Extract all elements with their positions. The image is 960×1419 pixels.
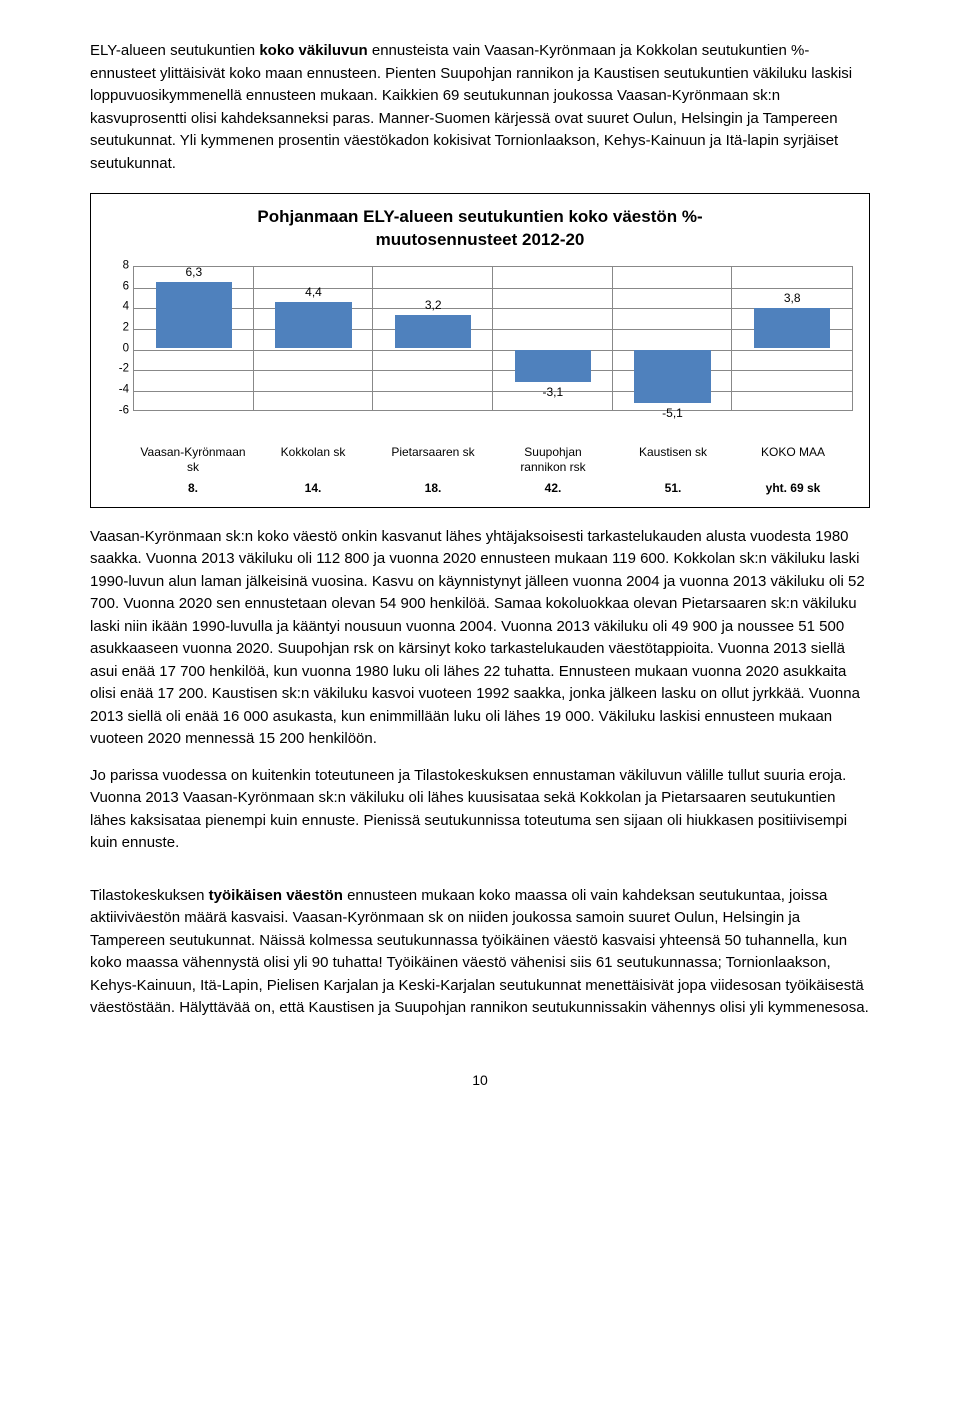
x-label: Pietarsaaren sk [373,441,493,475]
rank-label: 8. [133,479,253,497]
paragraph-3: Jo parissa vuodessa on kuitenkin toteutu… [90,765,870,855]
bar-value-label: 3,2 [373,296,493,314]
bar [156,282,233,347]
rank-label: yht. 69 sk [733,479,853,497]
chart-column: 4,4 [254,267,374,410]
bar [754,308,831,347]
paragraph-4: Tilastokeskuksen työikäisen väestön ennu… [90,885,870,1020]
population-forecast-chart: Pohjanmaan ELY-alueen seutukuntien koko … [90,193,870,508]
rank-label: 51. [613,479,733,497]
bar [515,350,592,382]
page-number: 10 [90,1070,870,1091]
bar-value-label: -3,1 [493,383,613,401]
y-tick: 6 [123,278,129,295]
x-axis-labels: Vaasan-KyrönmaanskKokkolan skPietarsaare… [133,441,853,475]
rank-row: 8.14.18.42.51.yht. 69 sk [133,479,853,497]
bar [275,302,352,348]
paragraph-1: ELY-alueen seutukuntien koko väkiluvun e… [90,40,870,175]
chart-column: -5,1 [613,267,733,410]
bar-value-label: 4,4 [254,283,374,301]
chart-area: 86420-2-4-6 6,34,43,2-3,1-5,13,8 [107,266,853,441]
chart-column: 6,3 [134,267,254,410]
chart-column: 3,2 [373,267,493,410]
y-tick: 0 [123,340,129,357]
x-label: Suupohjanrannikon rsk [493,441,613,475]
bar-value-label: 6,3 [134,263,254,281]
bar-value-label: 3,8 [732,289,852,307]
y-tick: -2 [119,361,129,378]
chart-column: -3,1 [493,267,613,410]
paragraph-2: Vaasan-Kyrönmaan sk:n koko väestö onkin … [90,526,870,751]
y-tick: -6 [119,402,129,419]
y-tick: 2 [123,319,129,336]
plot-area: 6,34,43,2 -3,1-5,13,8 [133,266,853,411]
y-axis: 86420-2-4-6 [107,266,133,411]
rank-label: 14. [253,479,373,497]
bar [395,315,472,348]
bar [634,350,711,403]
y-tick: -4 [119,382,129,399]
x-label: Vaasan-Kyrönmaansk [133,441,253,475]
chart-column: 3,8 [732,267,852,410]
y-tick: 4 [123,299,129,316]
rank-label: 18. [373,479,493,497]
x-label: Kaustisen sk [613,441,733,475]
x-label: Kokkolan sk [253,441,373,475]
chart-title: Pohjanmaan ELY-alueen seutukuntien koko … [107,206,853,252]
bar-value-label: -5,1 [613,404,733,422]
y-tick: 8 [123,257,129,274]
rank-label: 42. [493,479,613,497]
x-label: KOKO MAA [733,441,853,475]
